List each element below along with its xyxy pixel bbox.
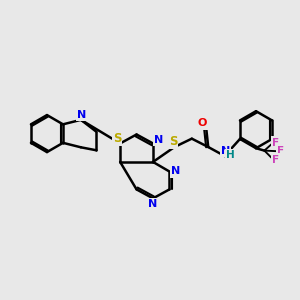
- Text: N: N: [221, 146, 230, 156]
- Text: H: H: [226, 150, 235, 160]
- Text: F: F: [272, 137, 279, 148]
- Text: N: N: [148, 199, 158, 209]
- Text: N: N: [154, 135, 163, 145]
- Text: N: N: [77, 110, 86, 120]
- Text: F: F: [277, 146, 284, 156]
- Text: O: O: [197, 118, 207, 128]
- Text: N: N: [171, 167, 180, 176]
- Text: S: S: [169, 135, 177, 148]
- Text: S: S: [113, 132, 122, 145]
- Text: F: F: [272, 154, 279, 165]
